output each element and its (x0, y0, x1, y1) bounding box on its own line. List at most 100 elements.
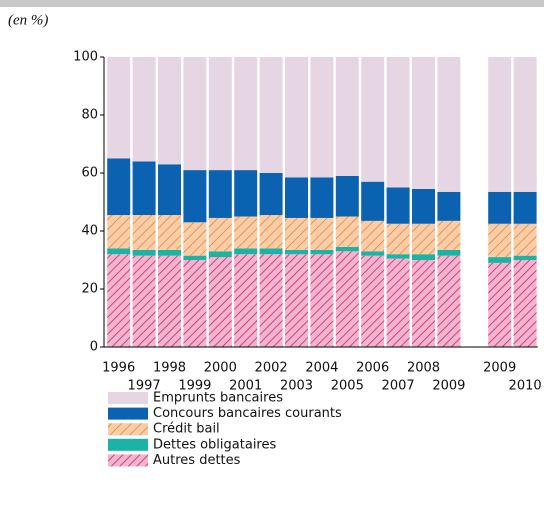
bar-segment (513, 260, 537, 347)
bar-segment (285, 177, 308, 218)
x-tick-label: 1999 (178, 379, 211, 394)
bar-segment (107, 254, 131, 347)
y-tick-label: 0 (90, 340, 98, 355)
bar-segment (335, 216, 359, 247)
x-tick-label: 2001 (229, 379, 262, 394)
bar-segment (132, 255, 156, 347)
x-tick-label: 1998 (153, 361, 186, 376)
x-tick-label: 2010 (509, 379, 542, 394)
bar-segment (361, 255, 385, 347)
x-tick-label: 2008 (407, 361, 440, 376)
bar-segment (107, 248, 131, 255)
bar-segment (208, 170, 232, 218)
bar-segment (132, 215, 156, 250)
bar-segment (386, 254, 410, 259)
bar-segment (310, 57, 334, 178)
bar-segment (208, 57, 232, 171)
bar-segment (386, 57, 410, 188)
bar-segment (234, 57, 258, 171)
bar-segment (107, 215, 131, 249)
bar-segment (361, 57, 385, 182)
x-tick-label: 2002 (255, 361, 288, 376)
bar-segment (183, 57, 207, 171)
bar-segment (361, 220, 385, 252)
bar-segment (132, 57, 156, 162)
legend-swatch (108, 392, 148, 404)
legend-swatch (108, 454, 148, 467)
x-tick-label: 2007 (382, 379, 415, 394)
bar-segment (488, 257, 512, 263)
bar-segment (437, 220, 461, 250)
bar-segment (386, 187, 410, 224)
bar-segment (488, 191, 512, 224)
bar-segment (183, 255, 207, 260)
bar-segment (335, 246, 359, 252)
y-tick-label: 80 (81, 108, 98, 123)
bar-segment (361, 251, 385, 256)
x-tick-label: 1997 (128, 379, 161, 394)
bar-segment (513, 191, 537, 224)
bar-segment (285, 57, 308, 178)
x-tick-label: 2009 (432, 379, 465, 394)
y-tick-label: 20 (81, 282, 98, 297)
bar-segment (208, 251, 232, 258)
x-tick-label: 2009 (483, 361, 516, 376)
legend-label: Dettes obligataires (153, 437, 276, 452)
bar-segment (335, 251, 359, 347)
legend-label: Concours bancaires courants (153, 406, 342, 421)
legend-label: Autres dettes (153, 453, 241, 468)
y-tick-label: 100 (73, 50, 98, 65)
bar-segment (285, 217, 308, 250)
legend-swatch (108, 423, 148, 436)
legend-label: Crédit bail (153, 422, 220, 437)
bar-segment (208, 257, 232, 347)
bar-segment (158, 215, 181, 250)
bar-segment (412, 260, 435, 347)
bar-segment (107, 57, 131, 159)
bar-segment (513, 57, 537, 192)
x-tick-label: 1996 (102, 361, 135, 376)
legend-swatch (108, 407, 148, 420)
legend-label: Emprunts bancaires (153, 391, 283, 406)
x-tick-label: 2003 (280, 379, 313, 394)
x-tick-label: 2006 (356, 361, 389, 376)
bar-segment (285, 254, 308, 347)
x-tick-label: 2005 (331, 379, 364, 394)
bar-segment (158, 57, 181, 165)
bar-segment (234, 248, 258, 255)
bar-segment (513, 223, 537, 256)
bar-segment (158, 164, 181, 216)
bar-segment (132, 249, 156, 256)
bar-segment (158, 249, 181, 256)
bar-segment (158, 255, 181, 347)
bar-segment (335, 57, 359, 176)
bar-segment (183, 222, 207, 256)
legend-swatch (108, 438, 148, 451)
bar-segment (183, 170, 207, 223)
top-band (0, 0, 544, 7)
bar-segment (132, 161, 156, 216)
bar-segment (259, 248, 283, 255)
bar-segment (488, 262, 512, 347)
bar-segment (234, 170, 258, 217)
bar-segment (412, 57, 435, 189)
bar-segment (488, 223, 512, 258)
subtitle: (en %) (8, 12, 48, 28)
bar-segment (208, 217, 232, 252)
bar-segment (488, 57, 512, 192)
x-tick-label: 2000 (204, 361, 237, 376)
bar-segment (412, 223, 435, 255)
bar-segment (437, 57, 461, 192)
bar-segment (259, 173, 283, 216)
bar-segment (310, 217, 334, 250)
bar-segment (437, 255, 461, 347)
bar-segment (412, 254, 435, 260)
y-tick-label: 40 (81, 224, 98, 239)
bar-segment (259, 57, 283, 173)
bar-segment (386, 258, 410, 347)
bar-segment (259, 254, 283, 347)
bar-segment (234, 254, 258, 347)
bar-segment (335, 175, 359, 217)
bar-segment (412, 188, 435, 224)
